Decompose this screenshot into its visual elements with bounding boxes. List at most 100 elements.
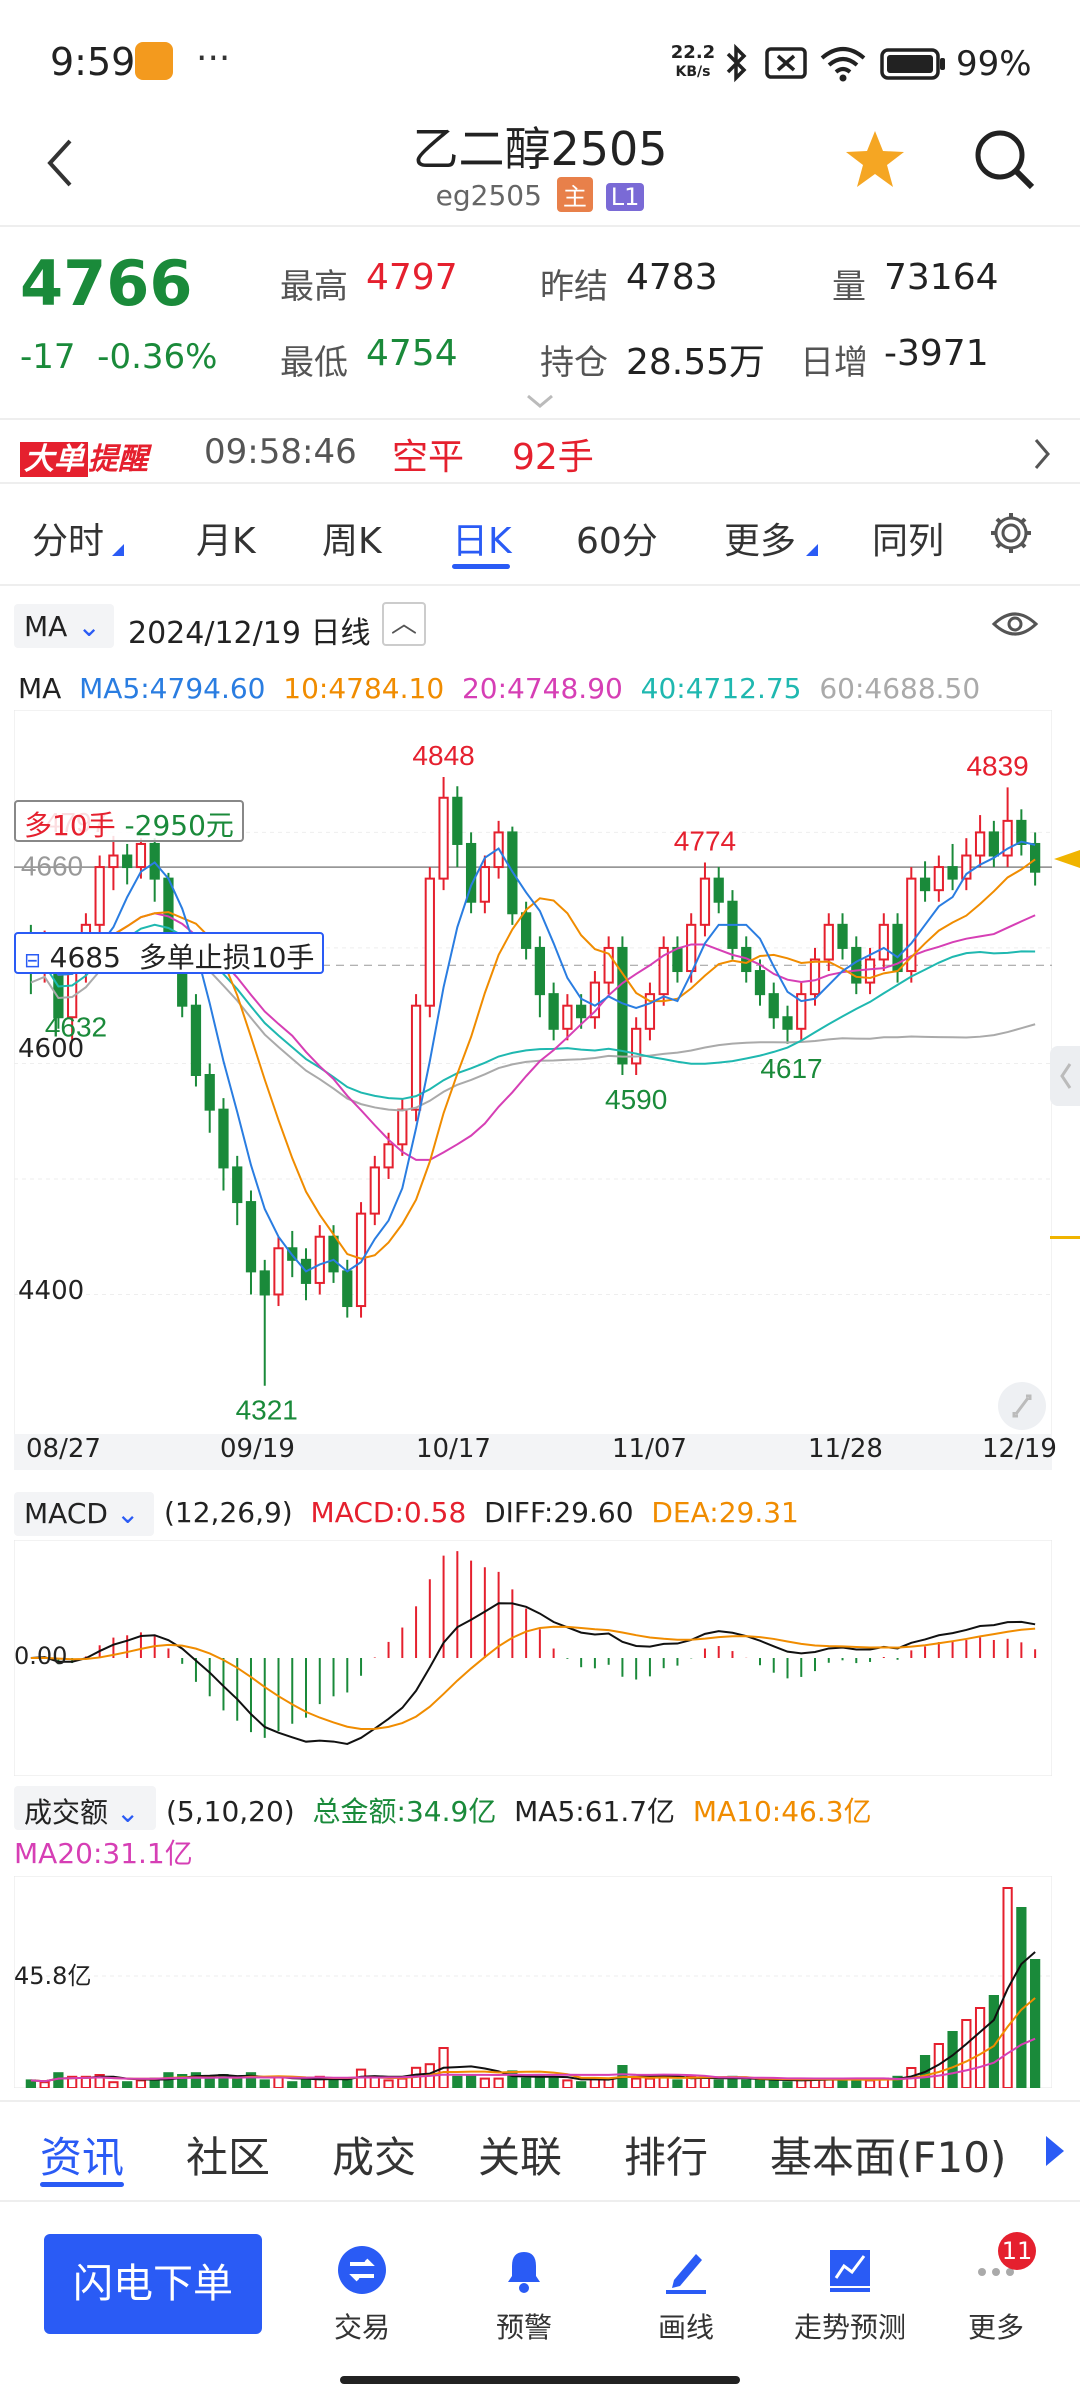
x-tick: 12/19 xyxy=(982,1434,1057,1464)
volume-bar xyxy=(1016,1907,1027,2088)
flash-order-button[interactable]: 闪电下单 xyxy=(44,2234,262,2334)
tab-same-series[interactable]: 同列 xyxy=(872,521,945,562)
candle-body xyxy=(672,946,683,973)
volume-chart[interactable] xyxy=(14,1876,1052,2088)
trade-icon xyxy=(338,2246,386,2294)
volume-bar xyxy=(1029,1959,1041,2088)
big-order-alert[interactable]: 大单 提醒 09:58:46 空平 92手 xyxy=(0,418,1080,484)
candle-body xyxy=(218,1108,229,1169)
more-button[interactable]: 更多 11 xyxy=(936,2232,1056,2346)
volume-bar xyxy=(452,2075,463,2088)
x-tick: 09/19 xyxy=(220,1434,295,1464)
volume-tick: 45.8亿 xyxy=(14,1962,92,1990)
no-sim-icon xyxy=(765,47,807,79)
volume-bar xyxy=(204,2077,215,2088)
daily-increase-value: -3971 xyxy=(884,333,989,374)
trend-forecast-button[interactable]: 走势预测 xyxy=(788,2244,912,2346)
volume-bar xyxy=(754,2079,766,2088)
volume-bar xyxy=(122,2081,133,2088)
ma10-line xyxy=(30,858,1036,1260)
tab-daily[interactable]: 日K xyxy=(452,521,512,562)
candle-body xyxy=(686,923,697,973)
favorite-star-icon[interactable] xyxy=(842,127,908,193)
battery-icon xyxy=(880,48,945,80)
x-axis: 08/27 09/19 10/17 11/07 11/28 12/19 xyxy=(14,1434,1057,1470)
collapse-button[interactable]: ︿ xyxy=(382,602,426,646)
tab-related[interactable]: 关联 xyxy=(478,2133,563,2182)
annotation-left: 4632 xyxy=(45,1011,107,1042)
alert-button[interactable]: 预警 xyxy=(464,2244,584,2346)
clock: 9:59 xyxy=(50,40,136,84)
back-icon[interactable] xyxy=(40,133,80,193)
candle-body xyxy=(383,1143,394,1169)
annotation-low: 4321 xyxy=(236,1395,298,1426)
expand-chevron-icon[interactable] xyxy=(524,392,556,412)
candle-body xyxy=(94,866,105,926)
macd-select[interactable]: MACD ⌄ xyxy=(14,1492,154,1536)
candle-body xyxy=(452,796,463,845)
volume-bar xyxy=(259,2079,270,2088)
settings-gear-icon[interactable] xyxy=(988,510,1034,556)
prev-settle-value: 4783 xyxy=(626,257,718,298)
tab-weekly[interactable]: 周K xyxy=(322,521,382,562)
tab-news[interactable]: 资讯 xyxy=(40,2133,125,2182)
volume-label: 量 xyxy=(832,267,866,307)
annotation-low: 4617 xyxy=(760,1053,822,1084)
fullscreen-icon[interactable] xyxy=(998,1382,1046,1430)
tab-60min[interactable]: 60分 xyxy=(576,521,658,562)
candle-body xyxy=(617,946,628,1065)
high-label: 最高 xyxy=(280,267,348,307)
tab-monthly[interactable]: 月K xyxy=(196,521,256,562)
tab-ranking[interactable]: 排行 xyxy=(624,2133,709,2182)
candle-body xyxy=(108,854,119,869)
candle-body xyxy=(1002,819,1013,857)
tab-community[interactable]: 社区 xyxy=(186,2133,271,2182)
chevron-right-icon[interactable] xyxy=(1030,436,1054,472)
volume-bar xyxy=(768,2079,779,2088)
app-notification-icon xyxy=(135,42,173,80)
volume-bar xyxy=(53,2072,64,2088)
header: 乙二醇2505 eg2505 主 L1 xyxy=(0,105,1080,225)
candle-body xyxy=(534,946,546,996)
volume-bar xyxy=(163,2072,174,2088)
tab-intraday[interactable]: 分时 xyxy=(32,521,105,562)
volume-bar xyxy=(493,2077,504,2088)
eye-icon[interactable] xyxy=(990,608,1040,640)
macd-chart[interactable] xyxy=(14,1540,1052,1776)
bluetooth-icon xyxy=(726,43,747,83)
volume-bar xyxy=(479,2077,490,2088)
position-tag[interactable]: 多10手 -2950元 xyxy=(14,800,244,842)
candle-body xyxy=(906,877,917,973)
open-interest-value: 28.55万 xyxy=(626,342,766,383)
volume-bar xyxy=(644,2077,656,2088)
trade-button[interactable]: 交易 xyxy=(302,2244,422,2346)
side-drawer-handle[interactable] xyxy=(1050,1046,1080,1106)
indicator-select[interactable]: MA ⌄ xyxy=(14,604,114,648)
volume-bar xyxy=(355,2068,367,2088)
volume-bar xyxy=(576,2081,587,2088)
last-price: 4766 xyxy=(20,247,193,320)
volume-select[interactable]: 成交额 ⌄ xyxy=(14,1786,156,1830)
stop-loss-tag[interactable]: ⊟ 4685 多单止损10手 xyxy=(14,932,325,974)
dropdown-triangle-icon xyxy=(806,544,818,556)
tab-more[interactable]: 更多 xyxy=(724,521,797,562)
scroll-right-icon[interactable] xyxy=(1046,2136,1064,2166)
volume-bar xyxy=(782,2081,793,2088)
draw-button[interactable]: 画线 xyxy=(626,2244,746,2346)
candle-body xyxy=(644,993,656,1030)
tab-trades[interactable]: 成交 xyxy=(332,2133,417,2182)
volume-value: 73164 xyxy=(884,257,999,298)
open-interest-label: 持仓 xyxy=(540,343,608,383)
net-speed: 22.2 KB/s xyxy=(670,42,716,81)
tab-fundamentals[interactable]: 基本面(F10) xyxy=(770,2133,1007,2182)
volume-bar xyxy=(108,2081,119,2088)
volume-bar xyxy=(548,2077,559,2088)
volume-bar xyxy=(892,2075,903,2088)
candle-body xyxy=(768,993,779,1019)
alert-time: 09:58:46 xyxy=(204,432,357,472)
candle-body xyxy=(328,1235,339,1273)
volume-bar xyxy=(520,2077,532,2088)
search-icon[interactable] xyxy=(972,127,1038,193)
candle-body xyxy=(603,946,614,984)
candle-body xyxy=(919,877,931,892)
